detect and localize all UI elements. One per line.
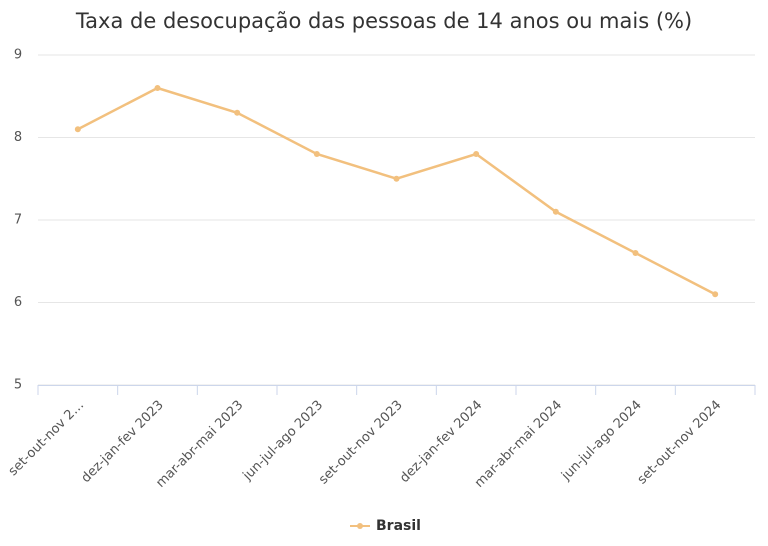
y-tick-label: 9 <box>14 48 22 63</box>
x-tick-label: dez-jan-fev 2023 <box>79 398 167 486</box>
y-tick-label: 8 <box>14 130 22 145</box>
x-tick-label: dez-jan-fev 2024 <box>397 398 485 486</box>
point <box>74 126 81 133</box>
point <box>234 109 241 116</box>
y-tick-label: 7 <box>14 213 22 228</box>
x-tick-label: set-out-nov 2… <box>6 398 87 479</box>
x-tick-label: jun-jul-ago 2023 <box>240 398 326 484</box>
legend-label: Brasil <box>376 518 421 534</box>
x-tick-label: mar-abr-mai 2024 <box>472 398 565 491</box>
chart-title: Taxa de desocupação das pessoas de 14 an… <box>75 9 692 33</box>
x-tick-label: set-out-nov 2024 <box>635 398 725 488</box>
point <box>154 85 161 91</box>
line <box>77 86 716 296</box>
x-tick-label: jun-jul-ago 2024 <box>558 398 644 484</box>
x-tick-label: set-out-nov 2023 <box>316 398 406 488</box>
point <box>632 250 639 256</box>
y-tick-label: 5 <box>14 378 22 393</box>
point <box>393 175 400 182</box>
point <box>552 208 559 215</box>
legend-marker <box>357 523 363 529</box>
point <box>313 151 320 157</box>
x-tick-label: mar-abr-mai 2023 <box>153 398 246 491</box>
point <box>473 151 480 157</box>
point <box>712 291 719 298</box>
y-tick-label: 6 <box>14 295 22 310</box>
